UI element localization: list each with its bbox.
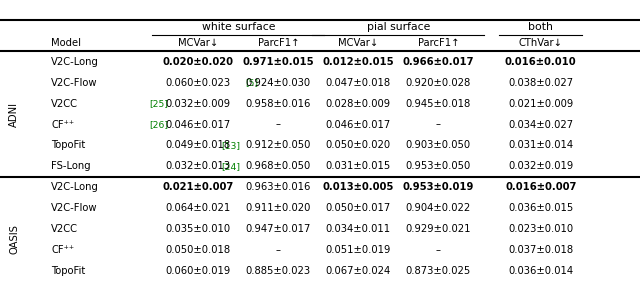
- Text: 0.873±0.025: 0.873±0.025: [406, 266, 471, 276]
- Text: both: both: [529, 22, 553, 32]
- Text: V2C-Flow: V2C-Flow: [51, 203, 98, 213]
- Text: 0.963±0.016: 0.963±0.016: [246, 182, 311, 192]
- Text: [24]: [24]: [221, 162, 240, 171]
- Text: 0.929±0.021: 0.929±0.021: [406, 224, 471, 234]
- Text: 0.050±0.017: 0.050±0.017: [326, 203, 391, 213]
- Text: Model: Model: [51, 38, 81, 48]
- Text: 0.032±0.009: 0.032±0.009: [166, 99, 231, 109]
- Text: CThVar↓: CThVar↓: [519, 38, 563, 48]
- Text: 0.012±0.015: 0.012±0.015: [323, 57, 394, 67]
- Text: 0.016±0.010: 0.016±0.010: [505, 57, 577, 67]
- Text: V2C-Flow: V2C-Flow: [51, 78, 98, 88]
- Text: 0.037±0.018: 0.037±0.018: [508, 245, 573, 255]
- Text: 0.023±0.010: 0.023±0.010: [508, 224, 573, 234]
- Text: V2C-Long: V2C-Long: [51, 182, 99, 192]
- Text: ParcF1↑: ParcF1↑: [418, 38, 459, 48]
- Text: 0.021±0.009: 0.021±0.009: [508, 99, 573, 109]
- Text: –: –: [436, 120, 441, 130]
- Text: TopoFit: TopoFit: [51, 266, 86, 276]
- Text: 0.050±0.020: 0.050±0.020: [326, 140, 391, 150]
- Text: 0.903±0.050: 0.903±0.050: [406, 140, 471, 150]
- Text: –: –: [276, 245, 281, 255]
- Text: 0.064±0.021: 0.064±0.021: [166, 203, 231, 213]
- Text: OASIS: OASIS: [9, 225, 19, 254]
- Text: 0.924±0.030: 0.924±0.030: [246, 78, 311, 88]
- Text: MCVar↓: MCVar↓: [339, 38, 378, 48]
- Text: 0.049±0.018: 0.049±0.018: [166, 140, 231, 150]
- Text: MCVar↓: MCVar↓: [179, 38, 218, 48]
- Text: ParcF1↑: ParcF1↑: [258, 38, 299, 48]
- Text: 0.947±0.017: 0.947±0.017: [246, 224, 311, 234]
- Text: CF⁺⁺: CF⁺⁺: [51, 120, 74, 130]
- Text: 0.920±0.028: 0.920±0.028: [406, 78, 471, 88]
- Text: 0.051±0.019: 0.051±0.019: [326, 245, 391, 255]
- Text: 0.031±0.014: 0.031±0.014: [508, 140, 573, 150]
- Text: 0.038±0.027: 0.038±0.027: [508, 78, 573, 88]
- Text: 0.885±0.023: 0.885±0.023: [246, 266, 311, 276]
- Text: FS-Long: FS-Long: [51, 161, 91, 171]
- Text: TopoFit: TopoFit: [51, 140, 86, 150]
- Text: [25]: [25]: [149, 99, 168, 108]
- Text: 0.953±0.050: 0.953±0.050: [406, 161, 471, 171]
- Text: 0.035±0.010: 0.035±0.010: [166, 224, 231, 234]
- Text: 0.032±0.019: 0.032±0.019: [508, 161, 573, 171]
- Text: 0.904±0.022: 0.904±0.022: [406, 203, 471, 213]
- Text: 0.046±0.017: 0.046±0.017: [326, 120, 391, 130]
- Text: 0.966±0.017: 0.966±0.017: [403, 57, 474, 67]
- Text: 0.060±0.023: 0.060±0.023: [166, 78, 231, 88]
- Text: 0.021±0.007: 0.021±0.007: [163, 182, 234, 192]
- Text: 0.047±0.018: 0.047±0.018: [326, 78, 391, 88]
- Text: 0.028±0.009: 0.028±0.009: [326, 99, 391, 109]
- Text: 0.971±0.015: 0.971±0.015: [243, 57, 314, 67]
- Text: [26]: [26]: [149, 120, 168, 129]
- Text: white surface: white surface: [202, 22, 275, 32]
- Text: 0.911±0.020: 0.911±0.020: [246, 203, 311, 213]
- Text: 0.067±0.024: 0.067±0.024: [326, 266, 391, 276]
- Text: –: –: [436, 245, 441, 255]
- Text: 0.060±0.019: 0.060±0.019: [166, 266, 231, 276]
- Text: 0.036±0.014: 0.036±0.014: [508, 266, 573, 276]
- Text: [5]: [5]: [245, 78, 258, 87]
- Text: 0.036±0.015: 0.036±0.015: [508, 203, 573, 213]
- Text: ADNI: ADNI: [9, 102, 19, 127]
- Text: 0.046±0.017: 0.046±0.017: [166, 120, 231, 130]
- Text: 0.013±0.005: 0.013±0.005: [323, 182, 394, 192]
- Text: 0.968±0.050: 0.968±0.050: [246, 161, 311, 171]
- Text: 0.020±0.020: 0.020±0.020: [163, 57, 234, 67]
- Text: V2CC: V2CC: [51, 99, 78, 109]
- Text: 0.034±0.011: 0.034±0.011: [326, 224, 391, 234]
- Text: V2CC: V2CC: [51, 224, 78, 234]
- Text: 0.034±0.027: 0.034±0.027: [508, 120, 573, 130]
- Text: 0.016±0.007: 0.016±0.007: [505, 182, 577, 192]
- Text: pial surface: pial surface: [367, 22, 430, 32]
- Text: –: –: [276, 120, 281, 130]
- Text: 0.050±0.018: 0.050±0.018: [166, 245, 231, 255]
- Text: 0.953±0.019: 0.953±0.019: [403, 182, 474, 192]
- Text: CF⁺⁺: CF⁺⁺: [51, 245, 74, 255]
- Text: 0.958±0.016: 0.958±0.016: [246, 99, 311, 109]
- Text: 0.945±0.018: 0.945±0.018: [406, 99, 471, 109]
- Text: V2C-Long: V2C-Long: [51, 57, 99, 67]
- Text: 0.912±0.050: 0.912±0.050: [246, 140, 311, 150]
- Text: [13]: [13]: [221, 141, 240, 150]
- Text: 0.032±0.013: 0.032±0.013: [166, 161, 231, 171]
- Text: 0.031±0.015: 0.031±0.015: [326, 161, 391, 171]
